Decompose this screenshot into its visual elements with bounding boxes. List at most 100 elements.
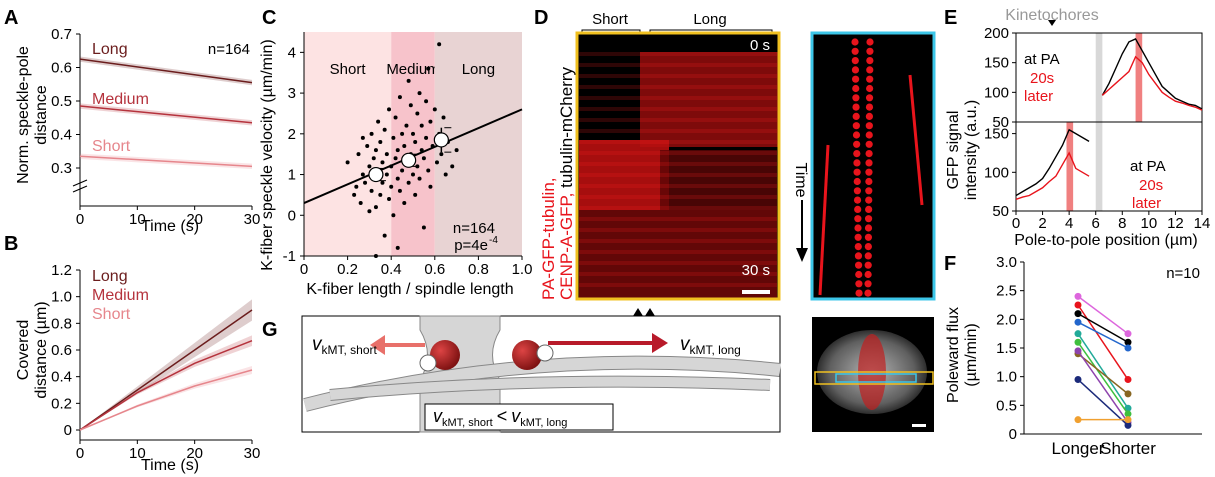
schematic-dot-left <box>851 66 860 74</box>
panel-a-ylabel-2: distance <box>33 85 50 145</box>
inequality-text: vkMT, short < vkMT, long <box>433 406 567 429</box>
scatter-point <box>391 213 396 218</box>
panel-f-pair-line <box>1077 378 1129 426</box>
panel-a-line-short <box>79 155 253 168</box>
kymo-stripe <box>579 74 777 78</box>
panel-c-xtick-label: 0.6 <box>424 261 445 278</box>
schematic-dot-right <box>866 66 874 74</box>
region-short <box>304 32 392 256</box>
panel-a-ylabel-1: Norm. speckle-pole <box>15 46 32 184</box>
schematic-dot-right <box>865 159 873 167</box>
scatter-point <box>400 168 405 173</box>
panel-a-xlabel: Time (s) <box>141 218 199 235</box>
panel-b-xtick-label: 30 <box>244 445 261 462</box>
panel-d-header-short: Short <box>592 11 629 28</box>
schematic-dot-left <box>852 112 860 120</box>
panel-f-pair-line <box>1077 312 1129 343</box>
panel-c-xtick-label: 0.8 <box>468 261 489 278</box>
panel-a-line-long <box>79 58 253 84</box>
schematic-dot-right <box>864 243 872 251</box>
panel-e-ylabel-2: intensity (a.u.) <box>963 100 980 200</box>
kymo-stripe <box>579 85 777 89</box>
panel-f-ytick-label: 3.0 <box>996 254 1017 271</box>
kymo-stripe <box>579 140 777 144</box>
scatter-point <box>387 107 392 112</box>
ineq-lt: < <box>497 406 508 426</box>
scatter-point <box>360 135 365 140</box>
schematic-dot-right <box>866 57 874 65</box>
panel-e-ytick-label: 50 <box>992 203 1009 220</box>
panel-f-ytick-label: 2.5 <box>996 283 1017 300</box>
panel-f-point <box>1124 416 1132 424</box>
panel-c-xtick-label: 0 <box>300 261 308 278</box>
panel-c-xtick-label: 0.2 <box>337 261 358 278</box>
schematic-dot-left <box>851 47 859 55</box>
arrowheads-icon <box>633 308 655 316</box>
scatter-point <box>369 188 374 193</box>
kymo-stripe <box>579 173 777 177</box>
panel-e-frame-bottom <box>1015 121 1203 212</box>
panel-f-pair-line <box>1077 341 1129 415</box>
panel-c-p-exponent: -4 <box>489 235 498 246</box>
scatter-point <box>441 115 446 120</box>
schematic-dot-right <box>864 233 873 241</box>
panel-e-line-bottom <box>1015 151 1090 201</box>
kmt-fiber-inner-fill <box>329 376 771 400</box>
panel-label-f: F <box>944 253 956 275</box>
scatter-point <box>393 156 398 161</box>
panel-label-b: B <box>4 233 18 255</box>
schematic-flux-line-short <box>818 144 830 296</box>
schematic-dot-right <box>864 270 872 279</box>
scatter-point <box>421 225 426 230</box>
panel-c-xtick-label: 1.0 <box>512 261 533 278</box>
kymo-stripe <box>579 129 777 133</box>
scatter-point <box>397 95 402 100</box>
scatter-point <box>395 245 400 250</box>
panel-b-ytick-label: 0.8 <box>51 315 72 332</box>
kymo-stripe <box>579 96 777 100</box>
cell-scale-bar <box>912 424 926 427</box>
panel-d: D Short Long PA-GFP-tubulin, CENP-A-GFP,… <box>534 7 936 432</box>
panel-e-xtick-label: 12 <box>1167 215 1184 232</box>
scatter-point <box>426 66 431 71</box>
schematic-dot-right <box>865 150 873 158</box>
kymo-stripe <box>579 283 777 287</box>
panel-e-xtick-label: 10 <box>1141 215 1158 232</box>
scatter-point <box>406 78 411 83</box>
panel-d-legend-2: CENP-A-GFP, tubulin-mCherry <box>557 66 576 300</box>
region-label-medium: Medium <box>386 61 439 78</box>
panel-f-pair-line <box>1077 304 1129 380</box>
ineq-sub1: kMT, short <box>442 417 493 429</box>
panel-b-line-short <box>79 369 253 431</box>
pa-region-top <box>1135 33 1143 122</box>
binned-mean <box>433 132 449 148</box>
scatter-point <box>393 115 398 120</box>
schematic-dot-right <box>865 168 873 176</box>
binned-mean <box>401 152 417 168</box>
scatter-point <box>380 160 385 165</box>
inequality-box <box>424 403 614 431</box>
panel-f-xtick-label: Longer <box>1052 439 1105 458</box>
panel-label-a: A <box>4 7 18 29</box>
panel-c-ytick-label: -1 <box>283 248 296 265</box>
kymo-stripe <box>579 107 777 111</box>
scatter-point <box>373 205 378 210</box>
schematic-dot-left <box>853 140 861 148</box>
ineq-sub2: kMT, long <box>520 417 567 429</box>
panel-a: A Norm. speckle-pole distance Time (s) n… <box>4 7 260 235</box>
scatter-point <box>428 184 433 189</box>
schematic-dot-right <box>865 177 873 186</box>
scatter-point <box>384 152 389 157</box>
v-long-sub: kMT, long <box>690 343 741 357</box>
cell-image <box>812 317 934 432</box>
panel-c: C K-fiber speckle velocity (µm/min) K-fi… <box>259 7 532 298</box>
kymo-stripe <box>579 228 777 232</box>
scatter-point <box>434 160 439 165</box>
arrow-long-head-icon <box>652 333 668 353</box>
scatter-point <box>354 184 359 189</box>
panel-e-ylabel-1: GFP signal <box>945 111 962 190</box>
panel-e-top-legend-at-pa: at PA <box>1024 51 1060 68</box>
schematic-dot-left <box>854 243 862 251</box>
schematic-dot-left <box>855 289 863 297</box>
schematic-dot-left <box>854 224 862 232</box>
